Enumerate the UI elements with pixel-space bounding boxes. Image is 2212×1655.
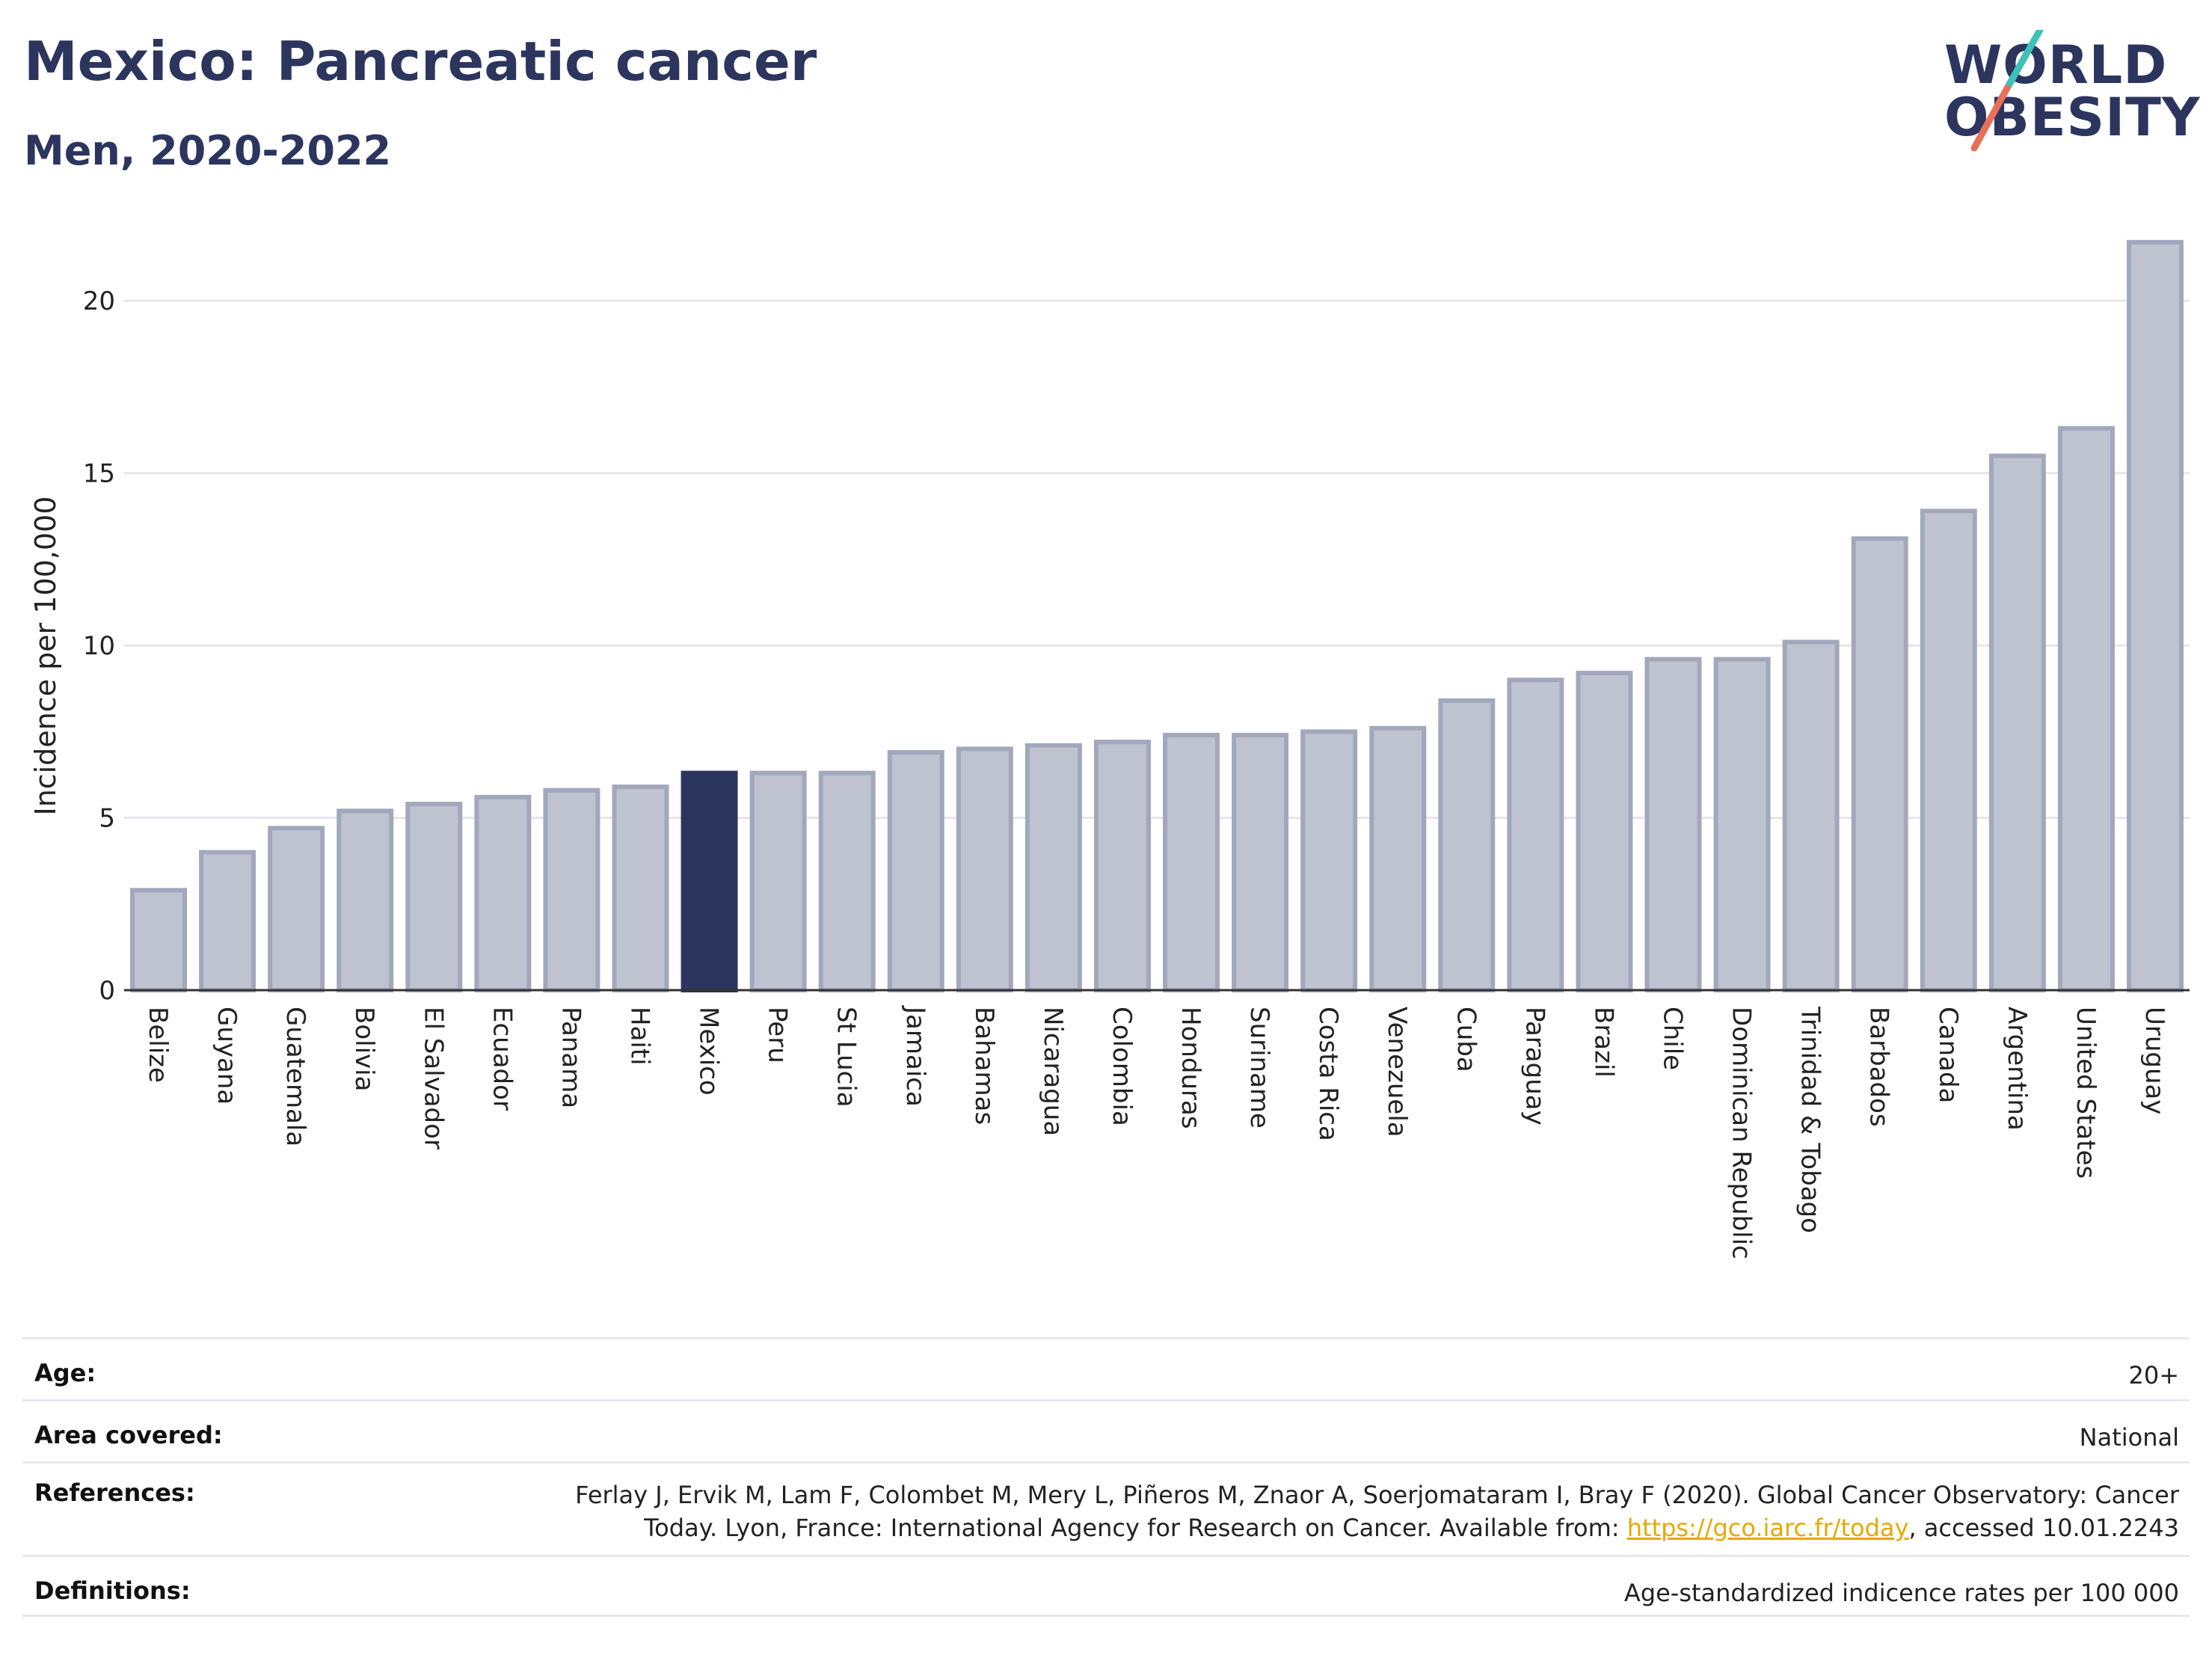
x-tick-label: Guyana	[212, 1007, 242, 1105]
meta-row-age: Age: 20+	[22, 1337, 2190, 1399]
bar	[2057, 426, 2115, 992]
x-tick-label: Dominican Republic	[1727, 1007, 1757, 1259]
y-tick-label: 5	[99, 804, 115, 834]
bar	[1782, 639, 1840, 992]
bar	[130, 888, 188, 992]
x-tick-label: Peru	[763, 1007, 793, 1063]
x-tick-label: Costa Rica	[1313, 1007, 1343, 1141]
logo-text-obesity: OBESITY	[1944, 87, 2201, 148]
bar	[1093, 740, 1151, 992]
y-axis-label: Incidence per 100,000	[29, 496, 62, 815]
bar	[2126, 239, 2184, 993]
bar	[1576, 670, 1633, 992]
x-tick-label: Barbados	[1864, 1007, 1894, 1127]
meta-value-references: Ferlay J, Ervik M, Lam F, Colombet M, Me…	[575, 1479, 2179, 1555]
bar	[543, 787, 600, 992]
x-tick-label: Canada	[1933, 1007, 1963, 1103]
x-tick-label: El Salvador	[418, 1007, 448, 1149]
meta-label-references: References:	[34, 1479, 195, 1507]
meta-label-age: Age:	[34, 1359, 96, 1387]
y-tick-label: 10	[83, 631, 115, 661]
bar-highlighted	[681, 770, 738, 992]
meta-row-references: References: Ferlay J, Ervik M, Lam F, Co…	[22, 1461, 2190, 1555]
x-tick-label: Colombia	[1107, 1007, 1137, 1126]
reference-line-2-start: Today. Lyon, France: International Agenc…	[644, 1514, 1627, 1542]
bar	[749, 770, 807, 992]
x-tick-label: Trinidad & Tobago	[1795, 1006, 1825, 1233]
x-tick-label: Chile	[1658, 1007, 1688, 1070]
reference-line-2-end: , accessed 10.01.2243	[1908, 1514, 2179, 1542]
bar	[1369, 725, 1427, 993]
x-tick-label: Ecuador	[487, 1007, 517, 1111]
bar	[474, 794, 532, 993]
x-tick-label: Suriname	[1244, 1007, 1274, 1129]
x-tick-label: Argentina	[2002, 1007, 2032, 1131]
x-tick-label: Nicaragua	[1038, 1007, 1068, 1136]
y-tick-label: 0	[99, 976, 115, 1006]
bar-chart: 0 5 10 15 20 Incidence per 100,000 Belize Guyan…	[29, 239, 2190, 1259]
x-tick-label: Uruguay	[2139, 1007, 2169, 1115]
meta-label-definitions: Definitions:	[34, 1576, 191, 1605]
x-tick-label: United States	[2071, 1007, 2101, 1179]
y-tick-label: 20	[83, 286, 115, 316]
logo-text-world: WORLD	[1944, 34, 2168, 96]
bar	[612, 784, 669, 993]
x-tick-label: Venezuela	[1382, 1007, 1412, 1137]
meta-value-definitions: Age-standardized indicence rates per 100…	[1623, 1579, 2179, 1607]
bar	[1988, 453, 2046, 993]
bar	[199, 850, 256, 992]
x-tick-label: Honduras	[1176, 1007, 1205, 1129]
x-tick-label: Brazil	[1588, 1007, 1618, 1078]
bar	[818, 770, 876, 992]
x-tick-label: Paraguay	[1520, 1007, 1549, 1126]
x-tick-label: Jamaica	[900, 1005, 930, 1107]
x-tick-label: Bolivia	[349, 1007, 379, 1091]
bar	[1232, 732, 1289, 992]
bar	[1920, 509, 1977, 992]
logo-slash-icon	[1970, 30, 2044, 152]
meta-label-area: Area covered:	[34, 1421, 223, 1449]
bar	[1713, 657, 1771, 992]
bar	[1438, 698, 1496, 992]
meta-value-age: 20+	[2128, 1361, 2179, 1390]
metadata-table: Age: 20+ Area covered: National Referenc…	[22, 1337, 2190, 1617]
meta-value-area: National	[2079, 1423, 2179, 1452]
x-tick-label: Bahamas	[969, 1007, 999, 1125]
bar	[1024, 743, 1082, 992]
world-obesity-logo: WORLD OBESITY	[1944, 30, 2201, 161]
bar	[1507, 678, 1564, 992]
chart-subtitle: Men, 2020-2022	[24, 127, 392, 174]
bar	[405, 802, 463, 992]
bar	[887, 749, 944, 992]
bar	[1644, 657, 1702, 992]
reference-line-1: Ferlay J, Ervik M, Lam F, Colombet M, Me…	[575, 1481, 2179, 1509]
bar	[337, 808, 394, 992]
x-tick-label: Panama	[556, 1007, 586, 1108]
reference-link[interactable]: https://gco.iarc.fr/today	[1626, 1514, 1909, 1542]
bar	[1851, 536, 1908, 992]
x-tick-label: Belize	[143, 1007, 173, 1083]
bar	[956, 746, 1013, 992]
x-tick-label: Guatemala	[280, 1007, 310, 1146]
y-tick-label: 15	[83, 459, 115, 489]
bar	[268, 826, 325, 993]
x-tick-label: Haiti	[625, 1007, 655, 1066]
chart-title: Mexico: Pancreatic cancer	[24, 30, 817, 93]
bar	[1300, 729, 1358, 992]
meta-row-area: Area covered: National	[22, 1399, 2190, 1461]
bar	[1163, 732, 1220, 992]
x-tick-label: Cuba	[1451, 1007, 1481, 1072]
x-tick-label: St Lucia	[832, 1007, 861, 1108]
x-tick-label: Mexico	[694, 1007, 724, 1096]
meta-row-definitions: Definitions: Age-standardized indicence …	[22, 1555, 2190, 1617]
